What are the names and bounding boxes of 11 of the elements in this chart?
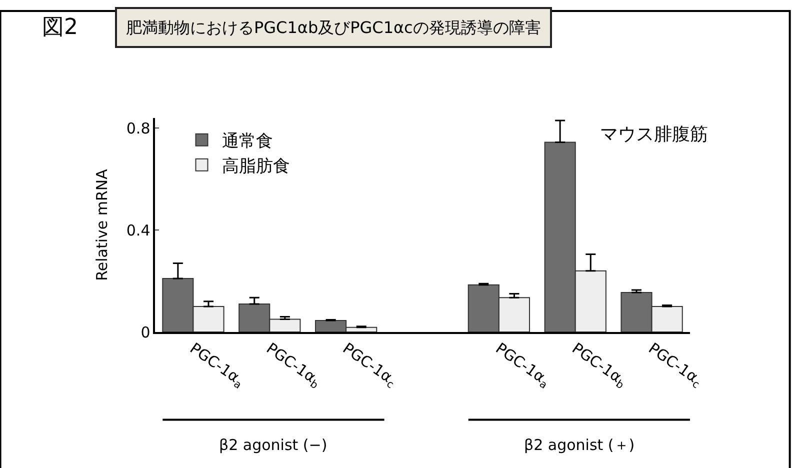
y-axis-title: Relative mRNA: [93, 168, 112, 281]
y-tick-label: 0.8: [126, 119, 150, 138]
legend-label: 通常食: [222, 131, 273, 152]
legend-label: 高脂肪食: [222, 156, 290, 177]
chart-subtitle: 肥満動物におけるPGC1αb及びPGC1αcの発現誘導の障害: [126, 18, 541, 37]
y-tick-label: 0.4: [126, 221, 150, 240]
y-tick-label: 0: [140, 323, 150, 342]
text: β2 agonist (−): [219, 436, 328, 454]
annotation: マウス腓腹筋: [600, 124, 708, 145]
chart-title: 図2: [42, 15, 78, 40]
text: β2 agonist (＋): [524, 436, 635, 454]
